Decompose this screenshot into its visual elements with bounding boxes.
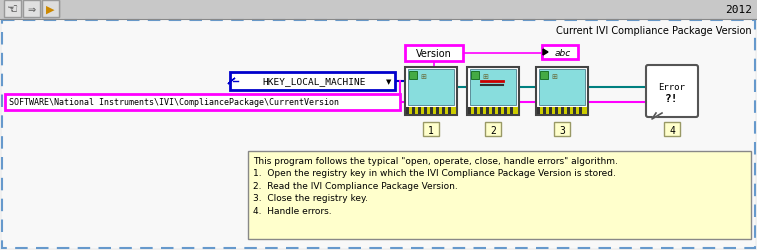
Text: Error: Error (659, 83, 685, 92)
Text: This program follows the typical "open, operate, close, handle errors" algorithm: This program follows the typical "open, … (253, 156, 618, 215)
Bar (510, 108, 513, 114)
Text: 4: 4 (669, 126, 675, 136)
Bar (539, 70, 585, 106)
Bar (549, 108, 552, 114)
Polygon shape (543, 50, 548, 56)
Bar (248, 152, 751, 239)
Bar (468, 108, 471, 114)
Bar (486, 108, 489, 114)
Bar (542, 46, 578, 60)
Text: ▼: ▼ (386, 79, 391, 85)
FancyBboxPatch shape (646, 66, 698, 118)
Bar (230, 73, 395, 91)
Bar (579, 108, 582, 114)
Bar (436, 108, 439, 114)
Bar (467, 68, 519, 116)
Text: ⊞: ⊞ (551, 74, 557, 80)
Bar (430, 108, 433, 114)
Bar (540, 72, 548, 80)
Bar (4, 1, 21, 18)
Text: ☜: ☜ (6, 4, 17, 16)
Bar (423, 122, 439, 136)
Text: Current IVI Compliance Package Version: Current IVI Compliance Package Version (556, 26, 752, 36)
Text: abc: abc (555, 48, 571, 57)
Polygon shape (652, 114, 662, 119)
Text: ▶: ▶ (45, 5, 55, 15)
Text: 3: 3 (559, 126, 565, 136)
Bar (536, 68, 588, 116)
Polygon shape (228, 79, 235, 85)
Text: ⊞: ⊞ (482, 74, 488, 80)
Text: ⇒: ⇒ (27, 5, 35, 15)
Bar (442, 108, 445, 114)
Bar (567, 108, 570, 114)
Bar (23, 1, 40, 18)
Bar (537, 108, 540, 114)
Bar (42, 1, 59, 18)
Bar (573, 108, 576, 114)
Bar (537, 108, 587, 114)
Bar (554, 122, 570, 136)
Bar (405, 68, 457, 116)
Text: 2012: 2012 (725, 5, 752, 15)
Bar (5, 94, 400, 110)
Bar (474, 108, 477, 114)
Text: ⊞: ⊞ (420, 74, 426, 80)
Bar (543, 108, 546, 114)
Bar (471, 72, 479, 80)
Bar (498, 108, 501, 114)
Bar (468, 108, 518, 114)
Bar (448, 108, 451, 114)
Bar (418, 108, 421, 114)
Bar (555, 108, 558, 114)
Bar (485, 122, 501, 136)
Bar (412, 108, 415, 114)
Bar (406, 108, 409, 114)
Bar (406, 108, 456, 114)
Bar (424, 108, 427, 114)
Bar (405, 46, 463, 62)
Text: HKEY_LOCAL_MACHINE: HKEY_LOCAL_MACHINE (263, 77, 366, 86)
Bar (409, 72, 417, 80)
Bar (0, 0, 757, 20)
Bar (504, 108, 507, 114)
Bar (42, 1, 59, 18)
Bar (492, 108, 495, 114)
Text: SOFTWARE\National Instruments\IVI\CompliancePackage\CurrentVersion: SOFTWARE\National Instruments\IVI\Compli… (9, 98, 339, 107)
Text: ?!: ?! (665, 94, 679, 104)
Bar (480, 108, 483, 114)
Text: 1: 1 (428, 126, 434, 136)
Bar (470, 70, 516, 106)
Bar (408, 70, 454, 106)
Text: Version: Version (416, 49, 452, 59)
Bar (561, 108, 564, 114)
Bar (664, 122, 680, 136)
Text: 2: 2 (490, 126, 496, 136)
